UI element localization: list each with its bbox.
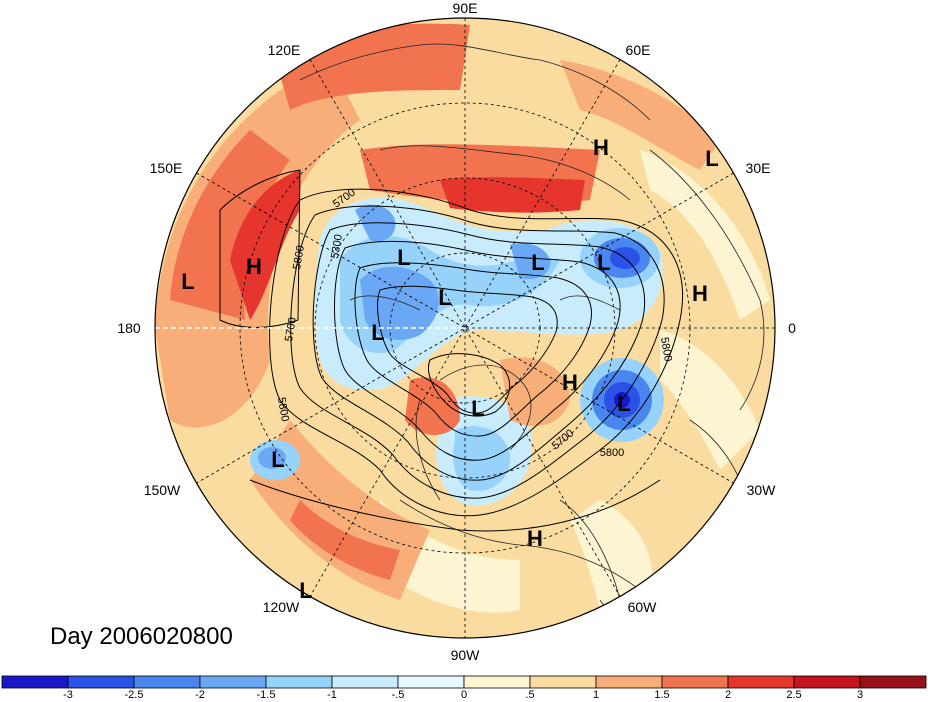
contour-labels: 5700 5800 5300 5800 5700 5800 5800 5700 [275,187,674,459]
h-caribbean: H [527,526,543,551]
colorbar-tick-label: -1.5 [257,689,276,701]
lon-label-90e: 90E [453,0,478,16]
colorbar-swatch [727,675,795,689]
colorbar-tick-label: -2.5 [125,689,144,701]
l-east-siberia-1: L [397,245,410,270]
colorbar-tick-label: 0 [461,689,467,701]
colorbar-swatch [199,675,267,689]
colorbar-tick-label: 1 [593,689,599,701]
lon-label-150e: 150E [150,160,183,176]
colorbar-tick-label: 2 [725,689,731,701]
h-west-pacific: H [246,254,262,279]
l-west-pacific: L [181,269,194,294]
pressure-systems: H L L H L L L L H L H L L L H L [181,135,718,603]
h-greenland: H [562,370,578,395]
l-hudson: L [471,396,484,421]
colorbar-tick-label: -2 [195,689,205,701]
colorbar-swatch [859,675,927,689]
l-barents: L [597,250,610,275]
l-alaska: L [371,320,384,345]
colorbar-tick-label: -.5 [392,689,405,701]
contour-label: 5700 [283,316,299,342]
lon-label-0: 0 [788,320,796,336]
colorbar-tick-label: .5 [525,689,534,701]
colorbar-swatch [1,675,69,689]
colorbar: -3 -2.5 -2 -1.5 -1 -.5 0 .5 1 1.5 2 2.5 3 [1,675,927,701]
l-scandinavia: L [705,146,718,171]
lon-label-120e: 120E [268,42,301,58]
contour-label: 5800 [600,447,624,459]
h-siberia: H [593,135,609,160]
lon-label-150w: 150W [144,482,181,498]
contour-label: 5300 [329,233,345,259]
colorbar-swatch [463,675,531,689]
lon-label-90w: 90W [451,647,481,663]
colorbar-swatch [529,675,597,689]
lon-label-60e: 60E [626,42,651,58]
colorbar-tick-label: -1 [327,689,337,701]
page-title: Day 2006020800 [50,623,233,650]
colorbar-swatch [133,675,201,689]
lon-label-120w: 120W [263,599,300,615]
lon-label-30w: 30W [747,482,777,498]
colorbar-tick-label: 1.5 [654,689,669,701]
colorbar-tick-label: -3 [63,689,73,701]
colorbar-swatch [397,675,465,689]
l-southwest: L [299,578,312,603]
colorbar-swatch [67,675,135,689]
meridians [196,18,775,638]
contour-label: 5800 [658,336,674,362]
lon-label-180: 180 [117,320,141,336]
h-africa: H [692,281,708,306]
colorbar-swatch [331,675,399,689]
lon-label-30e: 30E [746,160,771,176]
colorbar-swatch [265,675,333,689]
l-north-atlantic: L [617,391,630,416]
colorbar-swatch [661,675,729,689]
l-north-russia: L [531,250,544,275]
lon-label-60w: 60W [628,599,658,615]
colorbar-tick-label: 2.5 [786,689,801,701]
contour-label: 5800 [275,396,291,422]
map-border [154,17,776,639]
colorbar-swatch [793,675,861,689]
colorbar-tick-label: 3 [857,689,863,701]
l-east-pacific: L [271,447,284,472]
contour-label: 5800 [291,244,307,270]
height-contours [219,169,683,532]
colorbar-swatch [595,675,663,689]
l-east-siberia-2: L [438,285,451,310]
longitude-labels: 90E 60E 120E 30E 150E 180 0 150W 30W 120… [117,0,796,663]
